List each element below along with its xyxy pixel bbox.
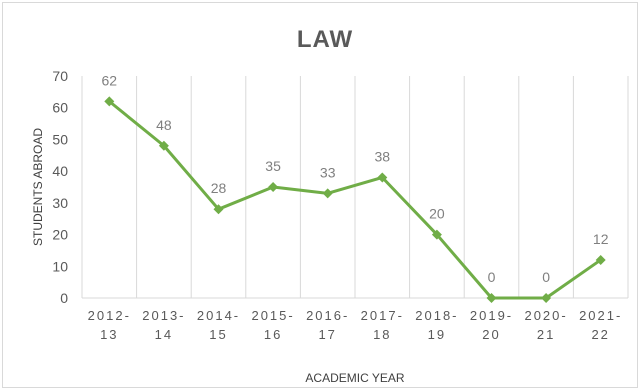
x-tick-label: 13 [100, 327, 118, 342]
x-tick-label: 2015- [251, 308, 294, 323]
y-tick-label: 60 [52, 100, 68, 116]
x-tick-label: 2017- [361, 308, 404, 323]
y-tick-label: 30 [52, 195, 68, 211]
y-tick-label: 10 [52, 258, 68, 274]
series-group [104, 96, 606, 303]
x-tick-label: 20 [482, 327, 500, 342]
x-tick-label: 2016- [306, 308, 349, 323]
x-tick-label: 2018- [415, 308, 458, 323]
data-point [486, 293, 497, 303]
x-tick-label: 18 [373, 327, 391, 342]
data-label: 20 [429, 206, 445, 222]
x-tick-label: 16 [264, 327, 282, 342]
data-label: 12 [593, 231, 609, 247]
data-label: 48 [156, 117, 172, 133]
y-axis-title: STUDENTS ABROAD [31, 128, 45, 246]
y-axis-ticks: 0 10 20 30 40 50 60 70 [52, 68, 68, 306]
gridlines [81, 76, 629, 299]
x-tick-label: 2021- [579, 308, 622, 323]
data-point [268, 182, 279, 192]
x-axis-title: ACADEMIC YEAR [305, 371, 404, 385]
x-axis-ticks: 2012- 13 2013- 14 2014- 15 2015- 16 2016- 17 2017-… [88, 308, 622, 342]
data-point [595, 254, 606, 265]
data-labels: 62 48 28 35 33 38 20 0 0 12 [102, 72, 609, 285]
x-tick-label: 15 [209, 327, 227, 342]
y-tick-label: 40 [52, 163, 68, 179]
y-tick-label: 20 [52, 227, 68, 243]
data-label: 35 [265, 158, 281, 174]
x-tick-label: 2012- [88, 308, 131, 323]
data-point [431, 229, 442, 240]
y-tick-label: 50 [52, 131, 68, 147]
data-label: 33 [320, 164, 336, 180]
y-tick-label: 70 [52, 68, 68, 84]
x-tick-label: 14 [155, 327, 173, 342]
data-label: 62 [102, 72, 118, 88]
data-point [322, 188, 333, 199]
data-point [158, 140, 169, 151]
data-label: 0 [542, 269, 550, 285]
x-tick-label: 17 [318, 327, 336, 342]
x-tick-label: 21 [537, 327, 555, 342]
data-label: 0 [488, 269, 496, 285]
chart-area [2, 2, 638, 388]
data-point [377, 172, 388, 183]
x-tick-label: 22 [591, 327, 609, 342]
data-point [213, 204, 224, 215]
x-tick-label: 2019- [470, 308, 513, 323]
data-label: 28 [211, 180, 227, 196]
data-point [541, 293, 552, 303]
series-line [108, 100, 602, 300]
x-tick-label: 2020- [524, 308, 567, 323]
data-label: 38 [375, 148, 391, 164]
x-tick-label: 2013- [142, 308, 185, 323]
y-tick-label: 0 [60, 290, 68, 306]
x-tick-label: 19 [428, 327, 446, 342]
chart-title: LAW [297, 26, 353, 53]
x-tick-label: 2014- [197, 308, 240, 323]
data-point [104, 96, 115, 107]
